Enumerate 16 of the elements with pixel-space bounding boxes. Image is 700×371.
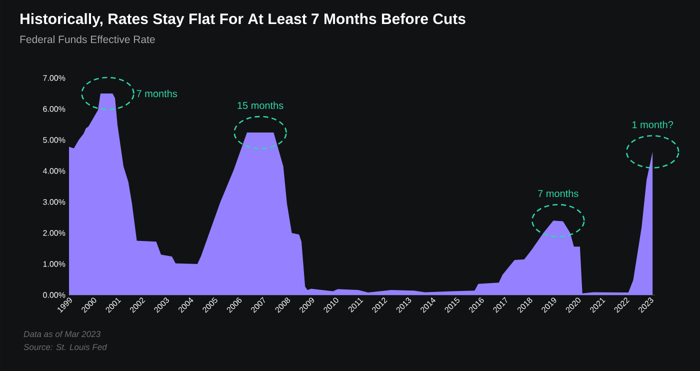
y-tick-label: 7.00% <box>43 75 66 81</box>
y-tick-label: 4.00% <box>42 168 66 174</box>
y-tick-label: 5.00% <box>43 137 66 143</box>
y-tick-label: 3.00% <box>43 199 66 205</box>
annotation: 1 month? <box>632 120 674 128</box>
y-tick-label: 1.00% <box>43 261 66 267</box>
source-note: Source: St. Louis Fed <box>24 344 108 350</box>
annotation: 15 months <box>238 102 284 110</box>
annotation: 7 months <box>136 90 178 98</box>
annotation: 7 months <box>538 190 578 198</box>
y-tick-label: 6.00% <box>43 106 66 112</box>
chart-title: Historically, Rates Stay Flat For At Least 7 Months Before Cuts <box>20 13 466 28</box>
y-tick-label: 2.00% <box>43 230 66 236</box>
chart-subtitle: Federal Funds Effective Rate <box>20 35 155 44</box>
y-tick-label: 0.00% <box>43 292 66 298</box>
text: Data as of Mar 2023 <box>24 330 100 338</box>
